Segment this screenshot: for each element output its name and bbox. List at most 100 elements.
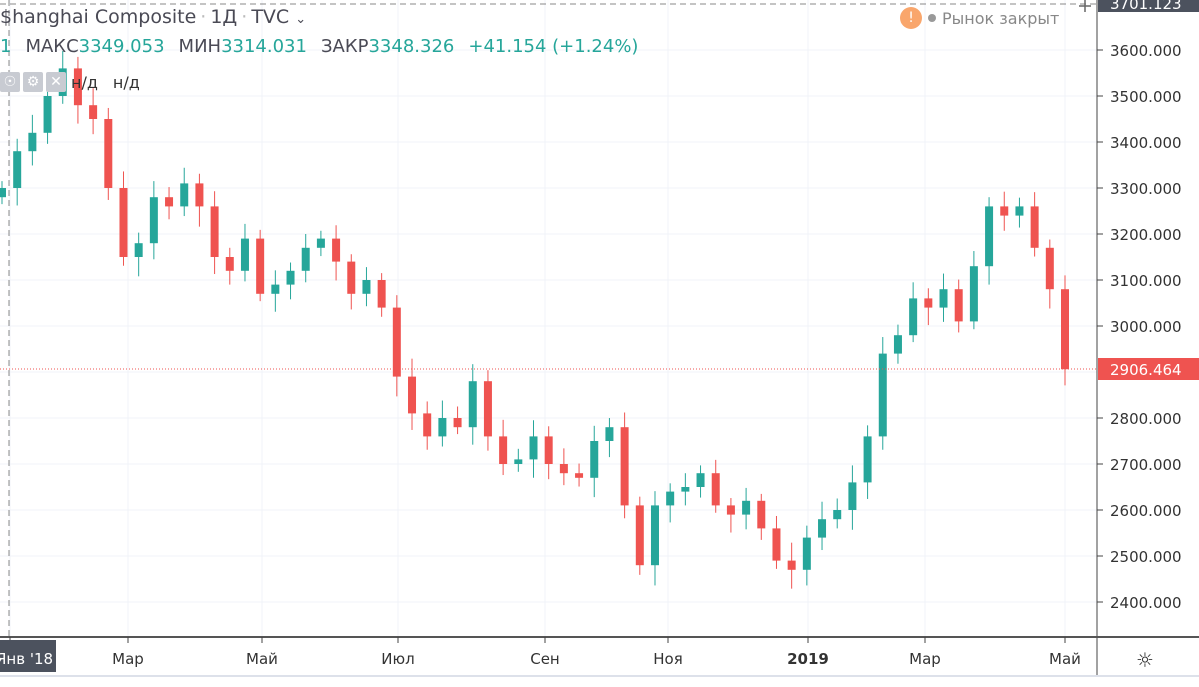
candle-body (666, 491, 675, 506)
x-tick-label: Мар (909, 650, 941, 668)
candle-body (134, 243, 143, 257)
candle-body (575, 473, 584, 478)
candle-body (347, 261, 356, 294)
candle-body (73, 68, 82, 106)
candle-body (681, 487, 690, 492)
x-tick-label: Сен (530, 650, 560, 668)
candle-body (362, 280, 371, 294)
candle-body (423, 413, 432, 437)
y-tick-label: 3300.000 (1110, 180, 1182, 198)
candle-body (802, 537, 811, 570)
candle-body (256, 238, 265, 294)
y-tick-label: 2800.000 (1110, 410, 1182, 428)
candle-body (620, 427, 629, 506)
candle-body (1045, 247, 1054, 290)
candle-body (559, 464, 568, 474)
crosshair-price-label: 3701.123 (1110, 0, 1182, 13)
candle-body (924, 298, 933, 308)
interval: 1Д (210, 6, 238, 28)
candle-body (438, 418, 447, 437)
candle-body (590, 441, 599, 478)
close-icon[interactable]: ✕ (46, 72, 66, 92)
symbol-name: $hanghai Composite (0, 6, 197, 28)
last-price-label: 2906.464 (1110, 361, 1182, 379)
y-tick-label: 3600.000 (1110, 42, 1182, 60)
candle-body (301, 247, 310, 271)
price-axis[interactable]: 3600.000 3500.000 3400.000 3300.000 3200.000… (1097, 42, 1182, 612)
candle-body (468, 381, 477, 428)
y-tick-label: 3200.000 (1110, 226, 1182, 244)
candle-body (180, 183, 189, 207)
symbol-title[interactable]: $hanghai Composite · 1Д · TVC ⌄ (0, 6, 307, 28)
time-axis[interactable]: Янв '18 Мар Май Июл Сен Ноя 2019 Мар Май (0, 637, 1081, 672)
candle-body (271, 284, 280, 294)
crosshair-price-label-bg (1098, 0, 1199, 12)
candle-body (0, 188, 6, 198)
x-tick-label: Июл (381, 650, 414, 668)
candle-body (650, 505, 659, 566)
candle-body (104, 119, 113, 188)
x-tick-label: Май (246, 650, 278, 668)
candle-body (711, 473, 720, 506)
candle-body (119, 188, 128, 257)
candle-body (1015, 206, 1024, 216)
chevron-down-icon[interactable]: ⌄ (295, 12, 307, 27)
eye-icon[interactable]: ☉ (0, 72, 20, 92)
x-tick-label: Мар (112, 650, 144, 668)
candle-body (499, 436, 508, 464)
candle-body (514, 459, 523, 464)
candle-body (726, 505, 735, 515)
candle-body (165, 197, 174, 207)
candle-body (529, 436, 538, 460)
candle-body (544, 436, 553, 464)
candle-body (833, 510, 842, 520)
candle-body (240, 238, 249, 271)
gear-icon[interactable]: ⚙ (23, 72, 43, 92)
candle-body (225, 257, 234, 271)
x-tick-label: Янв '18 (0, 650, 53, 668)
candle-body (757, 500, 766, 529)
ohlc-legend: 1 МАКС3349.053 МИН3314.031 ЗАКР3348.326 +41.… (0, 36, 639, 57)
candle-body (149, 197, 158, 244)
candle-body (28, 132, 37, 152)
candle-body (377, 280, 386, 308)
candle-body (893, 335, 902, 354)
candle-body (939, 289, 948, 308)
market-status[interactable]: ! Рынок закрыт (900, 7, 1059, 29)
candle-body (210, 206, 219, 257)
candle-body (909, 298, 918, 336)
candle-body (483, 381, 492, 437)
candle-body (286, 270, 295, 285)
y-tick-label: 3100.000 (1110, 272, 1182, 290)
x-tick-label: Ноя (653, 650, 682, 668)
candle-body (818, 519, 827, 538)
candle-body (969, 266, 978, 322)
change: +41.154 (+1.24%) (468, 36, 639, 57)
candle-body (1030, 206, 1039, 248)
y-tick-label: 2400.000 (1110, 594, 1182, 612)
indicator-legend: ☉ ⚙ ✕ н/д н/д (0, 72, 150, 92)
candle-body (605, 427, 614, 441)
y-tick-label: 2600.000 (1110, 502, 1182, 520)
candle-body (742, 500, 751, 515)
x-tick-label: Май (1049, 650, 1081, 668)
candle-body (985, 206, 994, 267)
candle-body (453, 418, 462, 428)
y-tick-label: 3500.000 (1110, 88, 1182, 106)
source: TVC (251, 6, 290, 28)
y-tick-label: 2700.000 (1110, 456, 1182, 474)
candle-body (772, 528, 781, 561)
candle-body (1061, 289, 1069, 370)
last-price-label-bg (1098, 358, 1199, 380)
candle-body (954, 289, 963, 322)
candle-body (195, 183, 204, 207)
candle-body (332, 238, 341, 262)
crosshair-plus-icon (1079, 0, 1091, 12)
y-tick-label: 3000.000 (1110, 318, 1182, 336)
y-tick-label: 3400.000 (1110, 134, 1182, 152)
y-tick-label: 2500.000 (1110, 548, 1182, 566)
candle-body (848, 482, 857, 510)
settings-gear-icon[interactable]: ☼ (1136, 648, 1154, 672)
warning-icon[interactable]: ! (900, 7, 922, 29)
